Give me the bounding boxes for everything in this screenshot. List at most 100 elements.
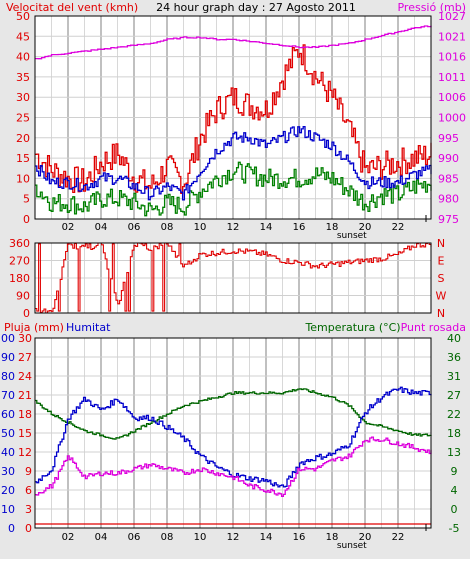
graph-title: 24 hour graph day : 27 Agosto 2011	[156, 1, 356, 14]
climate-panel-hour-label: 20	[359, 532, 372, 543]
humidity-tick-label: 80	[1, 370, 15, 383]
rain-tick-label: 15	[18, 427, 32, 440]
wind-tick-label: 15	[16, 152, 30, 165]
dewpoint-line	[35, 436, 432, 498]
temperature-tick-label: 9	[451, 465, 458, 478]
humidity-tick-label: 70	[1, 389, 15, 402]
direction-tick-label: 90	[16, 290, 30, 303]
pressure-tick-label: 1011	[438, 71, 466, 84]
temperature-tick-label: 27	[447, 389, 461, 402]
climate-panel-hour-label: 08	[161, 532, 174, 543]
temperature-tick-label: 36	[447, 351, 461, 364]
rain-tick-label: 30	[18, 332, 32, 345]
temperature-tick-label: -5	[449, 522, 460, 535]
humidity-tick-label: 40	[1, 446, 15, 459]
direction-tick-label: 360	[9, 237, 30, 250]
wind-panel-hour-label: 18	[326, 222, 339, 233]
pressure-axis-title: Pressió (mb)	[397, 1, 466, 14]
climate-panel-hour-label: 06	[128, 532, 141, 543]
pressure-tick-label: 1000	[438, 112, 466, 125]
wind-panel-border	[34, 15, 432, 220]
climate-panel-hour-label: 04	[95, 532, 108, 543]
wind-tick-label: 40	[16, 51, 30, 64]
temperature-tick-label: 22	[447, 408, 461, 421]
wind-panel-sunset-label: sunset	[337, 231, 367, 241]
temperature-line	[35, 388, 432, 440]
pressure-line	[35, 25, 432, 60]
direction-compass-label: N	[437, 307, 445, 320]
direction-tick-label: 180	[9, 272, 30, 285]
temperature-tick-label: 40	[447, 332, 461, 345]
pressure-tick-label: 1021	[438, 30, 466, 43]
humidity-tick-label: 10	[1, 503, 15, 516]
temperature-tick-label: 0	[451, 503, 458, 516]
wind-panel-hour-label: 14	[260, 222, 273, 233]
rain-tick-label: 21	[18, 389, 32, 402]
wind-tick-label: 50	[16, 10, 30, 23]
humidity-line	[35, 386, 432, 488]
humidity-tick-label: 20	[1, 484, 15, 497]
temperature-tick-label: 4	[451, 484, 458, 497]
wind-tick-label: 0	[23, 213, 30, 226]
rain-tick-label: 6	[25, 484, 32, 497]
wind-panel-hour-label: 12	[227, 222, 240, 233]
humidity-tick-label: 90	[1, 351, 15, 364]
climate-panel-hour-label: 22	[392, 532, 405, 543]
humidity-tick-label: 100	[0, 332, 15, 345]
climate-panel-hour-label: 18	[326, 532, 339, 543]
rain-tick-label: 0	[25, 522, 32, 535]
temp-dew-axis-title: Temperatura (°C)Punt rosada	[304, 321, 466, 334]
climate-panel-hour-label: 14	[260, 532, 273, 543]
pressure-tick-label: 975	[438, 213, 459, 226]
pressure-tick-label: 985	[438, 172, 459, 185]
direction-compass-label: N	[437, 237, 445, 250]
pressure-tick-label: 1006	[438, 91, 466, 104]
rain-tick-label: 9	[25, 465, 32, 478]
climate-panel-hour-label: 12	[227, 532, 240, 543]
wind-panel-hour-label: 20	[359, 222, 372, 233]
temperature-tick-label: 18	[447, 427, 461, 440]
rain-tick-label: 12	[18, 446, 32, 459]
humidity-tick-label: 30	[1, 465, 15, 478]
pressure-tick-label: 1016	[438, 51, 466, 64]
wind-tick-label: 20	[16, 132, 30, 145]
humidity-tick-label: 50	[1, 427, 15, 440]
wind-avg-line	[35, 125, 432, 201]
wind-panel-hour-label: 10	[194, 222, 207, 233]
humidity-axis-title: Humitat	[66, 321, 111, 334]
wind-tick-label: 5	[23, 193, 30, 206]
temperature-tick-label: 13	[447, 446, 461, 459]
humidity-tick-label: 60	[1, 408, 15, 421]
rain-tick-label: 3	[25, 503, 32, 516]
wind-tick-label: 10	[16, 172, 30, 185]
wind-tick-label: 30	[16, 91, 30, 104]
wind-tick-label: 35	[16, 71, 30, 84]
direction-compass-label: E	[438, 255, 445, 268]
wind-panel-hour-label: 22	[392, 222, 405, 233]
climate-panel-border	[34, 337, 432, 529]
rain-axis-title: Pluja (mm)	[4, 321, 64, 334]
wind-panel-hour-label: 04	[95, 222, 108, 233]
direction-compass-label: W	[436, 290, 447, 303]
direction-compass-label: S	[438, 272, 445, 285]
wind-tick-label: 25	[16, 112, 30, 125]
pressure-tick-label: 1027	[438, 10, 466, 23]
pressure-tick-label: 980	[438, 193, 459, 206]
rain-tick-label: 27	[18, 351, 32, 364]
climate-panel-hour-label: 02	[62, 532, 75, 543]
rain-tick-label: 18	[18, 408, 32, 421]
wind-panel-hour-label: 02	[62, 222, 75, 233]
wind-axis-title: Velocitat del vent (kmh)	[6, 1, 138, 14]
wind-panel-hour-label: 08	[161, 222, 174, 233]
temperature-tick-label: 31	[447, 370, 461, 383]
pressure-tick-label: 995	[438, 132, 459, 145]
direction-panel-border	[34, 242, 432, 314]
humidity-tick-label: 0	[8, 522, 15, 535]
wind-direction-line	[35, 242, 432, 314]
rain-tick-label: 24	[18, 370, 32, 383]
climate-panel-sunset-label: sunset	[337, 541, 367, 551]
climate-panel-hour-label: 16	[293, 532, 306, 543]
pressure-tick-label: 990	[438, 152, 459, 165]
